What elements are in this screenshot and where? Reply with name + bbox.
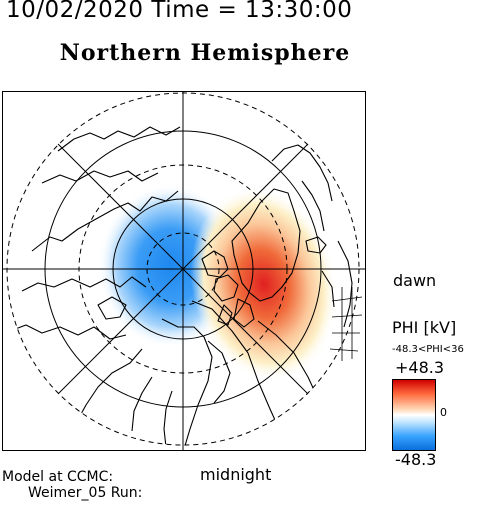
colorbar-zero-label: 0 [440, 406, 447, 419]
run-label: Weimer_05 Run: [28, 485, 143, 501]
colorbar-title: PHI [kV] [392, 318, 457, 337]
colorbar-min-label: -48.3 [395, 450, 437, 469]
meridian-lines [2, 91, 366, 451]
midnight-label: midnight [200, 465, 272, 484]
page-title: Northern Hemisphere [59, 40, 351, 66]
timestamp: 10/02/2020 Time = 13:30:00 [6, 0, 353, 23]
colorbar-range: -48.3<PHI<36 [392, 344, 464, 355]
colorbar [392, 379, 436, 451]
polar-map [2, 91, 366, 451]
positive-potential-cell [190, 186, 338, 382]
model-label: Model at CCMC: [2, 469, 114, 485]
colorbar-max-label: +48.3 [395, 358, 445, 377]
dawn-label: dawn [393, 271, 437, 290]
grid-cells [329, 287, 363, 361]
